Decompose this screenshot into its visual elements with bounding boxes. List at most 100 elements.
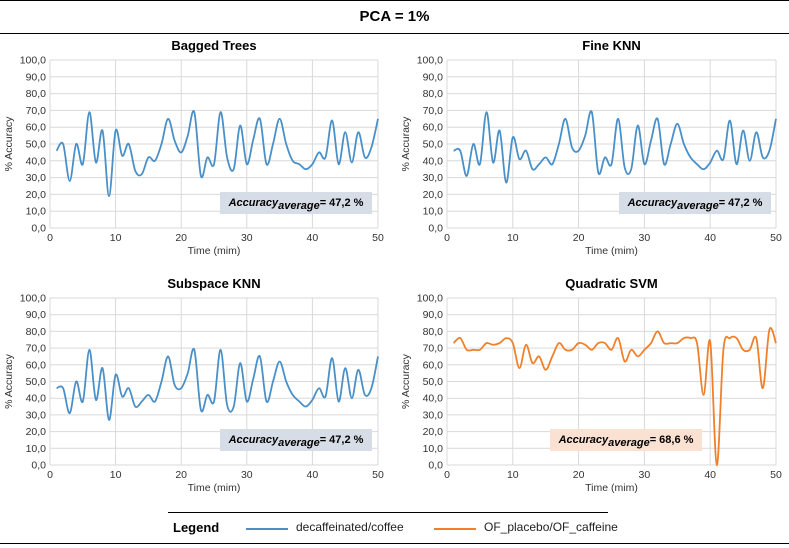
y-tick-label: 20,0 <box>26 189 47 201</box>
y-tick-label: 40,0 <box>423 393 444 405</box>
y-tick-label: 60,0 <box>26 122 47 134</box>
x-tick-label: 40 <box>704 232 716 244</box>
y-tick-label: 80,0 <box>423 88 444 100</box>
page-title: PCA = 1% <box>0 0 789 34</box>
x-tick-label: 40 <box>307 232 319 244</box>
chart-subspace-knn: Subspace KNN 0,0 10,0 20,0 30,0 40,0 50,0 60,0 7… <box>3 276 384 494</box>
chart-title: Subspace KNN <box>167 276 260 291</box>
legend-swatch-of-placebo-of-caffeine <box>434 528 476 530</box>
x-axis-label: Time (mim) <box>188 482 241 494</box>
y-tick-label: 20,0 <box>26 426 47 438</box>
x-tick-label: 30 <box>241 232 253 244</box>
x-tick-label: 50 <box>372 469 384 481</box>
x-tick-label: 50 <box>770 469 782 481</box>
y-tick-label: 30,0 <box>423 409 444 421</box>
y-tick-label: 30,0 <box>26 172 47 184</box>
y-tick-label: 100,0 <box>417 293 443 305</box>
y-tick-label: 50,0 <box>423 376 444 388</box>
accuracy-average-label: Accuracyaverage= 47,2 % <box>228 434 364 449</box>
accuracy-average-box <box>220 192 372 214</box>
x-tick-label: 0 <box>444 469 450 481</box>
y-tick-label: 0,0 <box>428 460 443 472</box>
x-tick-label: 40 <box>704 469 716 481</box>
x-tick-label: 20 <box>175 232 187 244</box>
x-tick-label: 20 <box>573 232 585 244</box>
y-tick-label: 20,0 <box>423 189 444 201</box>
x-axis-label: Time (mim) <box>585 482 638 494</box>
y-axis-label: % Accuracy <box>400 353 412 409</box>
y-tick-label: 80,0 <box>26 326 47 338</box>
y-tick-label: 50,0 <box>26 376 47 388</box>
accuracy-average-box <box>550 429 702 451</box>
y-axis-label: % Accuracy <box>3 353 15 409</box>
y-tick-label: 10,0 <box>26 443 47 455</box>
series-line <box>55 110 379 197</box>
x-tick-label: 10 <box>507 469 519 481</box>
y-tick-label: 10,0 <box>423 443 444 455</box>
x-tick-label: 0 <box>47 232 53 244</box>
y-tick-label: 100,0 <box>20 55 46 67</box>
y-tick-label: 10,0 <box>26 206 47 218</box>
y-axis-label: % Accuracy <box>400 116 412 172</box>
y-tick-label: 50,0 <box>26 139 47 151</box>
legend-divider <box>168 512 608 513</box>
y-tick-label: 100,0 <box>20 293 46 305</box>
series-line <box>453 110 777 184</box>
legend: Legend decaffeinated/coffee OF_placebo/O… <box>0 512 789 544</box>
chart-title: Bagged Trees <box>171 38 256 53</box>
y-tick-label: 90,0 <box>26 71 47 83</box>
y-tick-label: 20,0 <box>423 426 444 438</box>
chart-fine-knn: Fine KNN 0,0 10,0 20,0 30,0 40,0 50,0 60,0 70,0 8… <box>400 38 782 257</box>
x-tick-label: 20 <box>573 469 585 481</box>
series-line <box>452 327 777 466</box>
y-tick-label: 10,0 <box>423 206 444 218</box>
y-tick-label: 70,0 <box>26 343 47 355</box>
x-tick-label: 10 <box>110 232 122 244</box>
legend-label-of-placebo-of-caffeine: OF_placebo/OF_caffeine <box>484 520 618 534</box>
chart-quadratic-svm: Quadratic SVM 0,0 10,0 20,0 30,0 40,0 50,0 60,0… <box>400 276 782 494</box>
y-tick-label: 70,0 <box>423 343 444 355</box>
x-axis-label: Time (mim) <box>188 245 241 257</box>
chart-title: Quadratic SVM <box>565 276 657 291</box>
x-tick-label: 0 <box>47 469 53 481</box>
y-tick-label: 60,0 <box>423 122 444 134</box>
y-tick-label: 80,0 <box>423 326 444 338</box>
x-tick-label: 30 <box>241 469 253 481</box>
y-tick-label: 40,0 <box>26 155 47 167</box>
x-tick-label: 50 <box>770 232 782 244</box>
accuracy-average-label: Accuracyaverage= 47,2 % <box>228 197 364 212</box>
y-tick-label: 90,0 <box>26 309 47 321</box>
accuracy-average-label: Accuracyaverage= 68,6 % <box>558 434 694 449</box>
x-tick-label: 40 <box>307 469 319 481</box>
x-tick-label: 10 <box>110 469 122 481</box>
y-tick-label: 100,0 <box>417 55 443 67</box>
y-tick-label: 40,0 <box>423 155 444 167</box>
x-tick-label: 0 <box>444 232 450 244</box>
x-tick-label: 20 <box>175 469 187 481</box>
legend-swatch-decaffeinated-coffee <box>246 528 288 530</box>
chart-title: Fine KNN <box>582 38 641 53</box>
y-tick-label: 90,0 <box>423 71 444 83</box>
legend-label-decaffeinated-coffee: decaffeinated/coffee <box>296 520 404 534</box>
series-line <box>56 347 379 421</box>
x-tick-label: 30 <box>639 469 651 481</box>
figure-panel: Bagged Trees 0,0 10,0 20,0 30,0 40,0 50,0 60,0 7… <box>3 38 782 494</box>
accuracy-average-box <box>619 192 771 214</box>
accuracy-average-label: Accuracyaverage= 47,2 % <box>627 197 763 212</box>
x-tick-label: 50 <box>372 232 384 244</box>
y-axis-label: % Accuracy <box>3 116 15 172</box>
chart-bagged-trees: Bagged Trees 0,0 10,0 20,0 30,0 40,0 50,0 60,0 7… <box>3 38 384 257</box>
y-tick-label: 0,0 <box>31 460 46 472</box>
accuracy-average-box <box>220 429 372 451</box>
x-axis-label: Time (mim) <box>585 245 638 257</box>
y-tick-label: 90,0 <box>423 309 444 321</box>
x-tick-label: 10 <box>507 232 519 244</box>
x-tick-label: 30 <box>639 232 651 244</box>
y-tick-label: 70,0 <box>423 105 444 117</box>
y-tick-label: 30,0 <box>423 172 444 184</box>
y-tick-label: 40,0 <box>26 393 47 405</box>
legend-title: Legend <box>173 520 220 535</box>
y-tick-label: 30,0 <box>26 409 47 421</box>
y-tick-label: 0,0 <box>428 223 443 235</box>
y-tick-label: 80,0 <box>26 88 47 100</box>
